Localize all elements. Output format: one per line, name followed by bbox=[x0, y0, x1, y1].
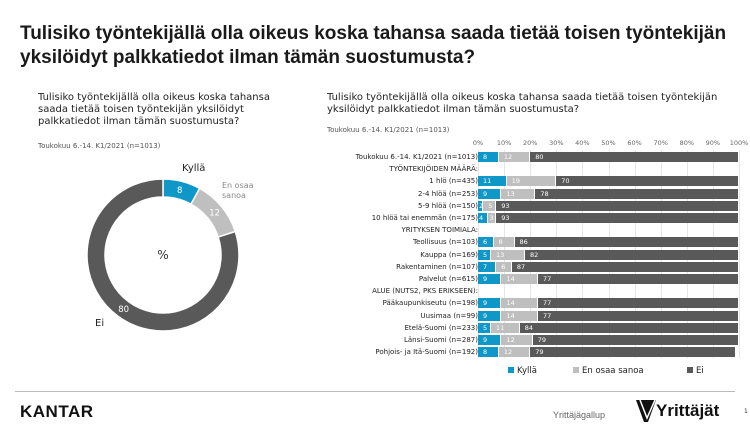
donut-slice-2 bbox=[86, 178, 240, 332]
bar-segment-kylla: 7 bbox=[478, 261, 496, 272]
bar-segment-kylla: 8 bbox=[478, 152, 498, 162]
category-label: Rakentaminen (n=107) bbox=[396, 262, 478, 271]
bar-segment-en-osaa-sanoa: 14 bbox=[501, 274, 538, 284]
category-label: Etelä-Suomi (n=233) bbox=[404, 323, 478, 332]
bar-segment-kylla: 9 bbox=[478, 310, 501, 321]
bar-segment-ei: 93 bbox=[496, 213, 738, 223]
category-label: ALUE (NUTS2, PKS ERIKSEEN): bbox=[372, 287, 478, 296]
bar-segment-en-osaa-sanoa: 8 bbox=[493, 237, 514, 248]
bar-segment-ei: 79 bbox=[532, 335, 738, 345]
category-label: TYÖNTEKIJÖIDEN MÄÄRÄ: bbox=[389, 165, 478, 174]
x-tick-label: 60% bbox=[627, 139, 642, 147]
bar-segment-en-osaa-sanoa: 13 bbox=[501, 188, 535, 199]
legend-eos: En osaa sanoa bbox=[573, 366, 644, 376]
bar-segment-en-osaa-sanoa: 11 bbox=[491, 322, 519, 333]
donut-category-label: En osaa sanoa bbox=[222, 181, 254, 200]
category-label: Kauppa (n=169) bbox=[420, 250, 478, 259]
bar-segment-kylla: 9 bbox=[478, 188, 501, 199]
category-label: 1 hlö (n=435) bbox=[429, 177, 478, 186]
bar-segment-kylla: 11 bbox=[478, 176, 506, 187]
bar-segment-kylla: 9 bbox=[478, 335, 501, 345]
x-tick-label: 70% bbox=[653, 139, 668, 147]
source-label: Yrittäjägallup bbox=[553, 410, 606, 420]
bar-segment-en-osaa-sanoa: 6 bbox=[496, 261, 511, 272]
bar-segment-ei: 79 bbox=[530, 347, 736, 358]
category-label: Toukokuu 6.-14. K1/2021 (n=1013) bbox=[355, 153, 478, 161]
bar-segment-en-osaa-sanoa: 19 bbox=[506, 176, 556, 187]
bar-segment-en-osaa-sanoa: 12 bbox=[501, 335, 532, 345]
bar-segment-ei: 77 bbox=[538, 310, 738, 321]
bar-segment-kylla: 5 bbox=[478, 322, 491, 333]
bar-segment-ei: 84 bbox=[519, 322, 738, 333]
bar-segment-en-osaa-sanoa: 14 bbox=[501, 298, 538, 309]
legend-ei: Ei bbox=[687, 366, 704, 376]
x-tick-label: 20% bbox=[522, 139, 538, 147]
category-label: Teollisuus (n=103) bbox=[412, 238, 478, 247]
yrittajat-logo-icon bbox=[636, 400, 656, 422]
donut-value-label: 80 bbox=[118, 305, 129, 315]
x-tick-label: 50% bbox=[601, 139, 616, 147]
x-tick-label: 90% bbox=[705, 139, 721, 147]
category-label: Länsi-Suomi (n=287) bbox=[403, 336, 478, 344]
bar-segment-kylla: 5 bbox=[478, 249, 491, 260]
donut-category-label: Kyllä bbox=[182, 163, 205, 174]
bar-segment-en-osaa-sanoa: 12 bbox=[498, 152, 530, 162]
bar-segment-ei: 82 bbox=[524, 249, 738, 260]
page-title: Tulisiko työntekijällä olla oikeus koska… bbox=[20, 23, 727, 68]
x-tick-label: 80% bbox=[679, 139, 695, 147]
bar-segment-ei: 70 bbox=[556, 176, 738, 187]
x-tick-label: 30% bbox=[549, 139, 564, 147]
bar-segment-kylla: 9 bbox=[478, 274, 501, 284]
bar-segment-ei: 80 bbox=[530, 152, 738, 162]
donut-value-label: 8 bbox=[177, 186, 182, 196]
bar-segment-en-osaa-sanoa: 14 bbox=[501, 310, 538, 321]
bar-segment-en-osaa-sanoa: 3 bbox=[488, 213, 496, 223]
x-tick-label: 40% bbox=[575, 139, 590, 147]
category-label: YRITYKSEN TOIMIALA: bbox=[401, 226, 478, 235]
bar-segment-en-osaa-sanoa: 5 bbox=[483, 200, 496, 211]
category-label: Uusimaa (n=99) bbox=[420, 311, 478, 320]
bar-segment-ei: 77 bbox=[538, 274, 738, 284]
bar-subtitle: Toukokuu 6.-14. K1/2021 (n=1013) bbox=[327, 126, 450, 134]
legend-kylla: Kyllä bbox=[508, 366, 537, 376]
category-label: 10 hlöä tai enemmän (n=175) bbox=[371, 214, 478, 222]
yrittajat-logo: Yrittäjät bbox=[636, 400, 719, 422]
bar-segment-kylla: 9 bbox=[478, 298, 501, 309]
donut-subtitle: Toukokuu 6.-14. K1/2021 (n=1013) bbox=[38, 142, 161, 150]
gridline bbox=[739, 150, 740, 358]
x-tick-label: 0% bbox=[472, 139, 484, 147]
bar-segment-ei: 86 bbox=[514, 237, 738, 248]
bar-question: Tulisiko työntekijällä olla oikeus koska… bbox=[327, 92, 718, 115]
bar-segment-ei: 93 bbox=[496, 200, 738, 211]
footer-divider bbox=[15, 391, 735, 392]
bar-segment-ei: 87 bbox=[511, 261, 738, 272]
donut-category-label: Ei bbox=[95, 318, 104, 329]
kantar-logo: KANTAR bbox=[20, 402, 94, 421]
bar-segment-en-osaa-sanoa: 13 bbox=[491, 249, 524, 260]
category-label: Palvelut (n=615) bbox=[418, 275, 478, 283]
donut-value-label: 12 bbox=[209, 208, 220, 218]
category-label: 2-4 hlöä (n=253) bbox=[418, 189, 478, 198]
category-label: 5-9 hlöä (n=150) bbox=[418, 201, 478, 210]
donut-center-label: % bbox=[157, 248, 168, 262]
x-tick-label: 10% bbox=[496, 139, 512, 147]
bar-segment-kylla: 2 bbox=[478, 200, 483, 211]
bar-segment-kylla: 6 bbox=[478, 237, 493, 248]
category-label: Pohjois- ja Itä-Suomi (n=192) bbox=[375, 348, 478, 357]
bar-segment-kylla: 4 bbox=[478, 213, 488, 223]
bar-segment-kylla: 8 bbox=[478, 347, 498, 358]
bar-segment-en-osaa-sanoa: 12 bbox=[498, 347, 530, 358]
page-number: 1 bbox=[744, 408, 748, 415]
donut-question: Tulisiko työntekijällä olla oikeus koska… bbox=[38, 92, 270, 127]
bar-segment-ei: 77 bbox=[538, 298, 738, 309]
x-tick-label: 100% bbox=[729, 139, 749, 147]
category-label: Pääkaupunkiseutu (n=198) bbox=[382, 299, 478, 308]
bar-segment-ei: 78 bbox=[535, 188, 738, 199]
